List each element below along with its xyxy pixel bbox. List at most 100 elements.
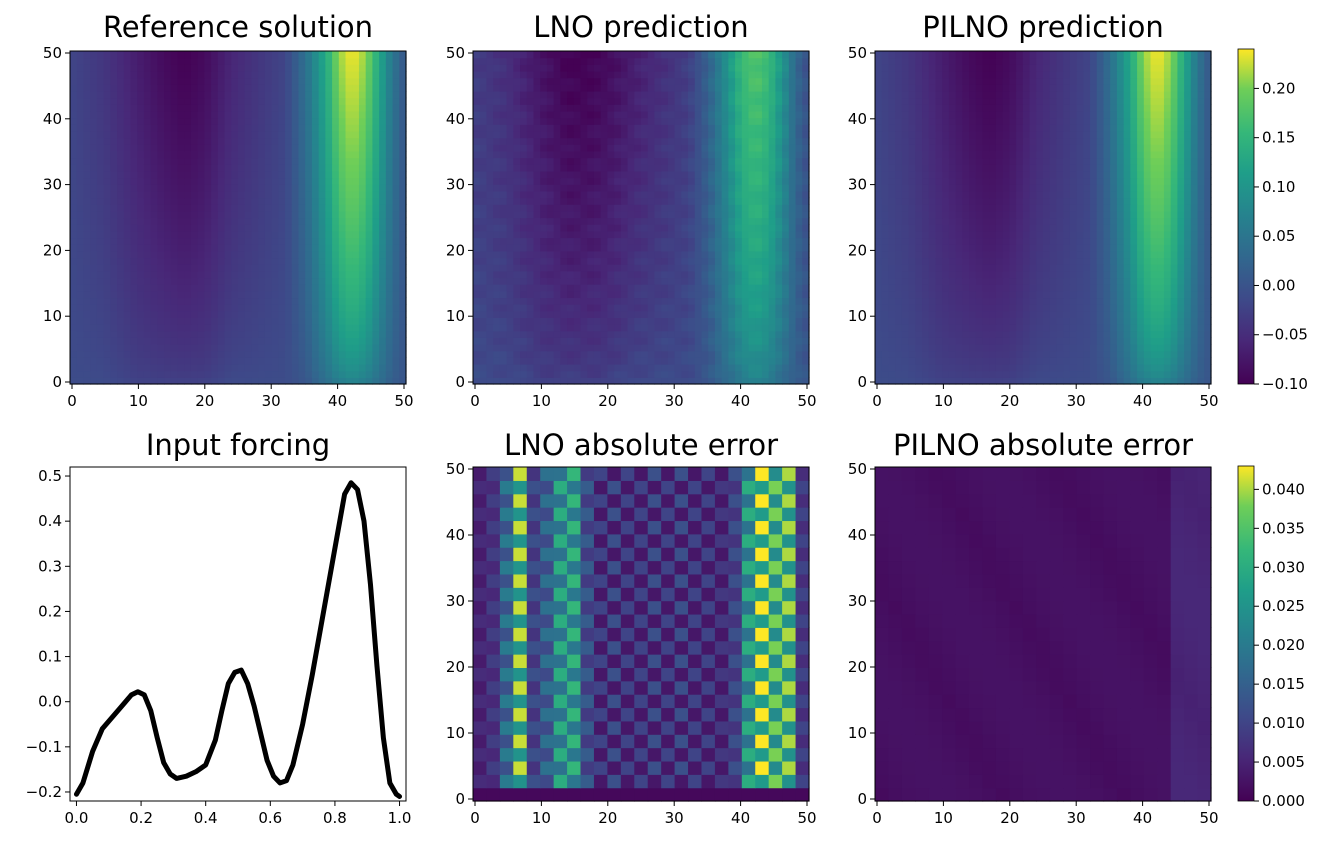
heatmap-cell (372, 117, 380, 125)
heatmap-cell (372, 51, 380, 59)
heatmap-cell (627, 324, 635, 332)
heatmap-cell (741, 110, 750, 119)
heatmap-cell (352, 184, 360, 192)
heatmap-cell (674, 124, 682, 132)
heatmap-cell (143, 104, 152, 112)
heatmap-cell (721, 210, 729, 219)
heatmap-cell (298, 104, 306, 112)
heatmap-cell (735, 224, 743, 232)
heatmap-cell (620, 257, 629, 265)
heatmap-cell (627, 157, 635, 165)
heatmap-cell (795, 250, 803, 259)
heatmap-cell (694, 377, 703, 385)
heatmap-cell (291, 357, 300, 365)
heatmap-cell (318, 290, 326, 299)
heatmap-cell (580, 70, 588, 79)
heatmap-cell (352, 164, 360, 172)
heatmap-cell (345, 324, 353, 332)
heatmap-cell (170, 84, 179, 92)
heatmap-cell (311, 217, 320, 225)
heatmap-cell (76, 124, 85, 132)
heatmap-cell (714, 164, 723, 172)
heatmap-cell (473, 90, 481, 99)
heatmap-cell (688, 344, 696, 352)
heatmap-cell (258, 257, 266, 265)
heatmap-cell (688, 144, 696, 152)
heatmap-cell (76, 370, 85, 378)
heatmap-cell (70, 137, 78, 145)
heatmap-cell (533, 170, 541, 179)
heatmap-cell (661, 57, 669, 65)
heatmap-cell (258, 370, 266, 378)
heatmap-cell (627, 277, 635, 285)
heatmap-cell (607, 304, 615, 312)
heatmap-cell (217, 270, 226, 279)
heatmap-cell (573, 57, 582, 65)
heatmap-cell (137, 284, 145, 292)
heatmap-cell (379, 90, 387, 99)
heatmap-cell (714, 70, 723, 79)
heatmap-cell (211, 184, 219, 192)
heatmap-cell (211, 77, 219, 85)
heatmap-cell (533, 377, 541, 385)
heatmap-cell (520, 177, 528, 185)
heatmap-cell (137, 324, 145, 332)
heatmap-cell (150, 117, 158, 125)
heatmap-cell (251, 290, 259, 299)
heatmap-cell (788, 210, 797, 219)
heatmap-cell (110, 237, 118, 245)
heatmap-cell (90, 350, 98, 358)
heatmap-cell (802, 224, 810, 232)
heatmap-cell (795, 177, 803, 185)
heatmap-cell (258, 190, 266, 199)
heatmap-cell (741, 190, 750, 199)
heatmap-cell (278, 350, 286, 358)
heatmap-cell (479, 304, 488, 312)
heatmap-cell (238, 370, 246, 378)
heatmap-cell (164, 110, 172, 119)
heatmap-cell (674, 284, 682, 292)
heatmap-cell (634, 197, 642, 205)
heatmap-cell (305, 70, 313, 79)
heatmap-cell (385, 257, 394, 265)
heatmap-cell (184, 190, 192, 199)
heatmap-cell (305, 224, 313, 232)
heatmap-cell (607, 377, 615, 385)
heatmap-cell (728, 250, 736, 259)
heatmap-cell (70, 210, 78, 219)
heatmap-cell (217, 370, 226, 378)
heatmap-cell (358, 337, 367, 345)
y-tick-label: 10 (43, 307, 62, 325)
heatmap-cell (291, 77, 300, 85)
heatmap-cell (345, 210, 353, 219)
heatmap-cell (755, 257, 763, 265)
heatmap-cell (553, 324, 561, 332)
heatmap-cell (768, 70, 776, 79)
heatmap-cell (688, 350, 696, 358)
heatmap-cell (137, 51, 145, 59)
heatmap-cell (392, 130, 400, 139)
heatmap-cell (278, 344, 286, 352)
heatmap-cell (123, 190, 132, 199)
heatmap-cell (143, 250, 152, 259)
heatmap-cell (325, 104, 333, 112)
heatmap-cell (264, 110, 273, 119)
heatmap-cell (70, 204, 78, 212)
heatmap-cell (231, 370, 239, 378)
heatmap-cell (775, 217, 783, 225)
heatmap-cell (708, 110, 716, 119)
heatmap-cell (143, 264, 152, 272)
heatmap-cell (332, 270, 340, 279)
heatmap-cell (795, 297, 803, 305)
heatmap-cell (748, 190, 756, 199)
heatmap-cell (358, 97, 367, 105)
heatmap-cell (184, 310, 192, 318)
heatmap-cell (170, 104, 179, 112)
heatmap-cell (332, 217, 340, 225)
heatmap-cell (728, 364, 736, 372)
heatmap-cell (358, 290, 367, 299)
heatmap-cell (130, 130, 138, 139)
heatmap-cell (197, 204, 205, 212)
heatmap-cell (76, 277, 85, 285)
heatmap-cell (735, 84, 743, 92)
